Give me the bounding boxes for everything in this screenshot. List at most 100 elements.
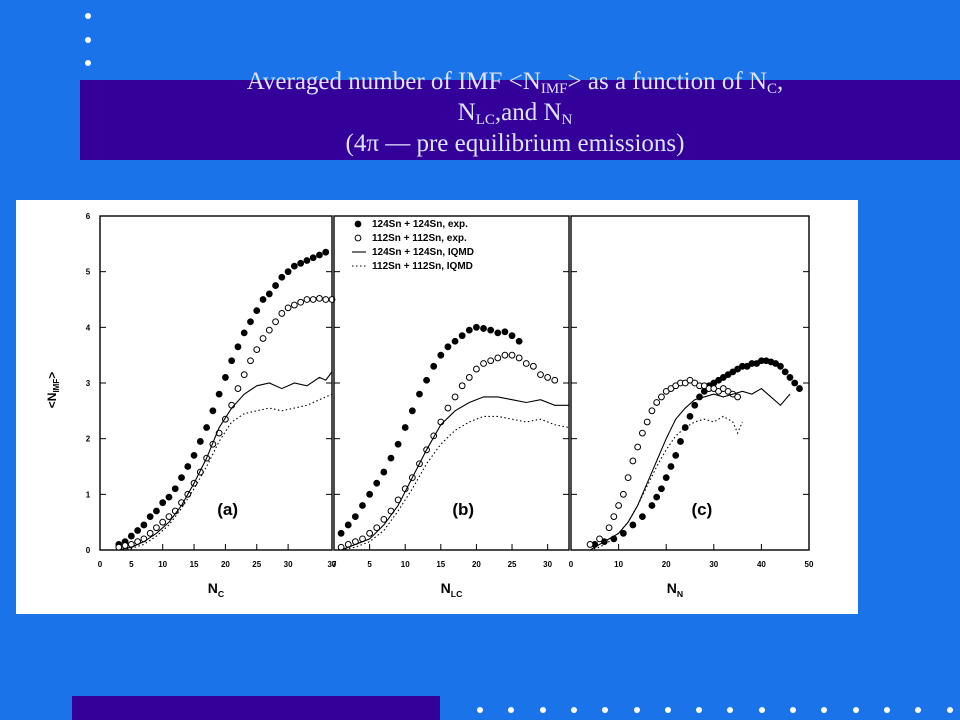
data-point — [508, 332, 516, 340]
x-tick-label: 25 — [252, 560, 261, 569]
data-point — [359, 502, 366, 509]
data-point — [662, 474, 670, 482]
x-axis-label: NN — [667, 580, 683, 599]
data-point — [451, 393, 459, 401]
decorative-dot — [508, 707, 515, 713]
decorative-dot — [821, 707, 828, 713]
data-point — [265, 326, 273, 334]
data-point — [297, 298, 305, 306]
data-point — [373, 479, 381, 487]
legend-marker — [354, 220, 362, 228]
panel-label: (c) — [692, 500, 713, 519]
data-point — [473, 365, 480, 373]
decorative-dot — [946, 707, 953, 713]
data-point — [629, 457, 637, 465]
y-axis-label: <NIMF> — [45, 372, 61, 408]
x-axis-label: NLC — [441, 580, 463, 599]
data-point — [643, 418, 651, 426]
data-point — [522, 360, 530, 367]
data-point — [658, 485, 665, 493]
decorative-dot — [570, 707, 577, 713]
series-line — [340, 396, 569, 551]
data-point — [387, 454, 395, 462]
slide-title: Averaged number of IMF <NIMF> as a funct… — [0, 66, 960, 159]
data-point — [691, 401, 699, 409]
data-point — [140, 521, 148, 529]
x-tick-label: 30 — [284, 560, 293, 569]
data-point — [781, 368, 789, 376]
data-point — [351, 513, 359, 521]
data-point — [196, 438, 204, 445]
x-tick-label: 20 — [472, 560, 481, 569]
data-point — [437, 351, 445, 359]
data-point — [240, 329, 248, 337]
data-point — [278, 310, 286, 317]
decorative-dot — [85, 37, 91, 43]
data-point — [401, 424, 409, 431]
data-point — [629, 521, 637, 529]
y-tick-label: 0 — [86, 546, 91, 555]
data-point — [619, 529, 627, 537]
data-point — [153, 507, 160, 515]
data-point — [480, 325, 487, 332]
x-tick-label: 20 — [662, 560, 671, 569]
data-point — [677, 438, 684, 445]
decorative-dot — [633, 707, 640, 713]
series-line — [589, 387, 791, 551]
data-point — [278, 273, 286, 281]
data-point — [337, 543, 345, 551]
data-point — [480, 360, 487, 367]
data-point — [494, 329, 502, 337]
x-tick-label: 15 — [190, 560, 199, 569]
data-point — [171, 485, 179, 493]
data-point — [184, 463, 192, 470]
x-tick-label: 10 — [614, 560, 623, 569]
decorative-dot — [85, 13, 91, 19]
data-point — [337, 529, 345, 537]
data-point — [394, 440, 402, 448]
data-point — [303, 296, 311, 303]
data-point — [316, 251, 323, 259]
data-point — [215, 390, 223, 398]
data-point — [451, 337, 459, 345]
data-point — [610, 513, 618, 521]
x-tick-label: 10 — [401, 560, 410, 569]
data-point — [253, 346, 261, 354]
x-tick-label: 20 — [221, 560, 230, 569]
data-point — [487, 357, 495, 365]
decorative-dot — [85, 60, 91, 66]
data-point — [639, 429, 646, 437]
x-tick-label: 5 — [367, 560, 372, 569]
decorative-dot — [790, 707, 796, 713]
x-tick-label: 0 — [569, 560, 574, 569]
legend-label: 112Sn + 112Sn, IQMD — [372, 261, 473, 272]
x-tick-label: 10 — [158, 560, 167, 569]
title-line-1: Averaged number of IMF <NIMF> as a funct… — [246, 68, 784, 97]
data-point — [344, 521, 352, 529]
data-point — [366, 529, 374, 537]
data-point — [272, 318, 279, 326]
data-point — [796, 385, 803, 392]
x-axis-label: NC — [208, 580, 225, 599]
x-tick-label: 37 — [328, 560, 337, 569]
data-point — [259, 335, 267, 342]
data-point — [316, 294, 323, 302]
data-point — [515, 337, 523, 345]
legend-marker — [354, 234, 362, 242]
panel-label: (b) — [452, 500, 474, 519]
data-point — [791, 379, 799, 387]
data-point — [222, 374, 229, 381]
data-point — [159, 518, 167, 526]
data-point — [653, 493, 661, 501]
data-point — [165, 493, 173, 501]
data-point — [465, 326, 473, 334]
data-point — [777, 362, 784, 370]
data-point — [373, 524, 381, 532]
data-point — [284, 268, 292, 276]
decorative-dot — [758, 707, 765, 713]
x-tick-label: 40 — [757, 560, 766, 569]
data-point — [667, 463, 675, 470]
data-point — [596, 535, 603, 543]
data-point — [165, 513, 173, 521]
